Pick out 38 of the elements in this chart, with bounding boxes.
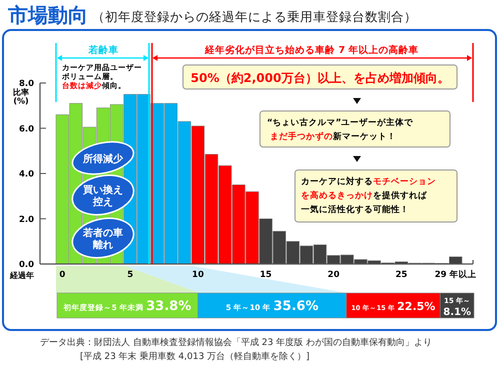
data-label: 22.5% bbox=[397, 300, 436, 313]
annotation: 所得減少 bbox=[82, 153, 124, 165]
data-label: 8.1% bbox=[443, 307, 471, 318]
x-tick-label: 15 bbox=[260, 270, 272, 280]
y-axis-title: 比率 (%) bbox=[13, 87, 29, 106]
annotation: 一気に活性化する可能性！ bbox=[301, 204, 409, 215]
text: [平成 23 年末 乗用車数 4,013 万台（軽自動車を除く）] bbox=[80, 351, 310, 362]
annotation: 買い換え bbox=[82, 184, 123, 196]
y-tick-label: 6.0 bbox=[18, 124, 34, 134]
data-label: 33.8% bbox=[146, 299, 192, 314]
annotation: 離れ bbox=[92, 239, 113, 251]
annotation: カーケアに対する bbox=[301, 176, 373, 187]
x-tick-label: 0 bbox=[59, 270, 66, 280]
x-axis-title: 経過年 bbox=[9, 271, 34, 280]
y-tick-label: 4.0 bbox=[18, 170, 34, 180]
x-tick-label: 25 bbox=[395, 270, 408, 280]
data-label: 35.6% bbox=[273, 299, 318, 314]
x-tick-label: 20 bbox=[328, 270, 340, 280]
x-tick-label: 5 bbox=[127, 270, 134, 280]
annotation: 控え bbox=[92, 196, 113, 208]
annotation: 若者の車 bbox=[82, 227, 123, 239]
annotation: を高めるきっかけ bbox=[301, 190, 373, 201]
text: データ出典：財団法人 自動車検査登録情報協会「平成 23 年度版 わが国の自動車保有動向」より bbox=[40, 337, 432, 348]
y-tick-label: 0.0 bbox=[18, 260, 34, 270]
annotation: “ちょい古クルマ”ユーザーが主体で bbox=[267, 117, 414, 128]
chart-title: 市場動向 bbox=[7, 3, 88, 27]
annotation: まだ手つかずの bbox=[270, 131, 333, 142]
y-tick-label: 8.0 bbox=[18, 79, 34, 89]
chart-subtitle: （初年度登録からの経過年による乗用車登録台数割合） bbox=[92, 9, 417, 24]
annotation: 50%（約2,000万台）以上、を占め増加傾向。 bbox=[190, 71, 450, 85]
text: 若齢車 bbox=[87, 44, 118, 56]
annotation: を提供すれば bbox=[373, 190, 428, 201]
x-tick-label: 10 bbox=[192, 270, 204, 280]
annotation: 新マーケット！ bbox=[332, 131, 396, 142]
y-tick-label: 2.0 bbox=[18, 214, 34, 225]
text: 経年劣化が目立ち始める車齢 7 年以上の高齢車 bbox=[204, 44, 418, 56]
annotation: モチベーション bbox=[373, 177, 436, 187]
x-tick-label: 29 年以上 bbox=[434, 269, 477, 280]
